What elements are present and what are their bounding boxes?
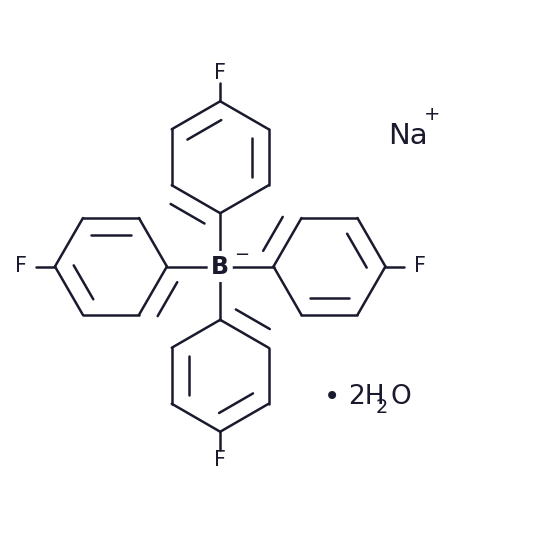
Text: O: O (391, 384, 411, 410)
Text: •: • (324, 383, 340, 411)
Text: F: F (214, 63, 226, 83)
Text: F: F (414, 256, 426, 277)
Text: −: − (234, 246, 249, 264)
Text: Na: Na (388, 122, 428, 150)
Text: 2: 2 (375, 398, 388, 417)
Text: +: + (423, 105, 440, 124)
Text: B: B (211, 254, 229, 279)
Text: 2H: 2H (348, 384, 385, 410)
Text: F: F (15, 256, 27, 277)
Text: F: F (214, 450, 226, 470)
